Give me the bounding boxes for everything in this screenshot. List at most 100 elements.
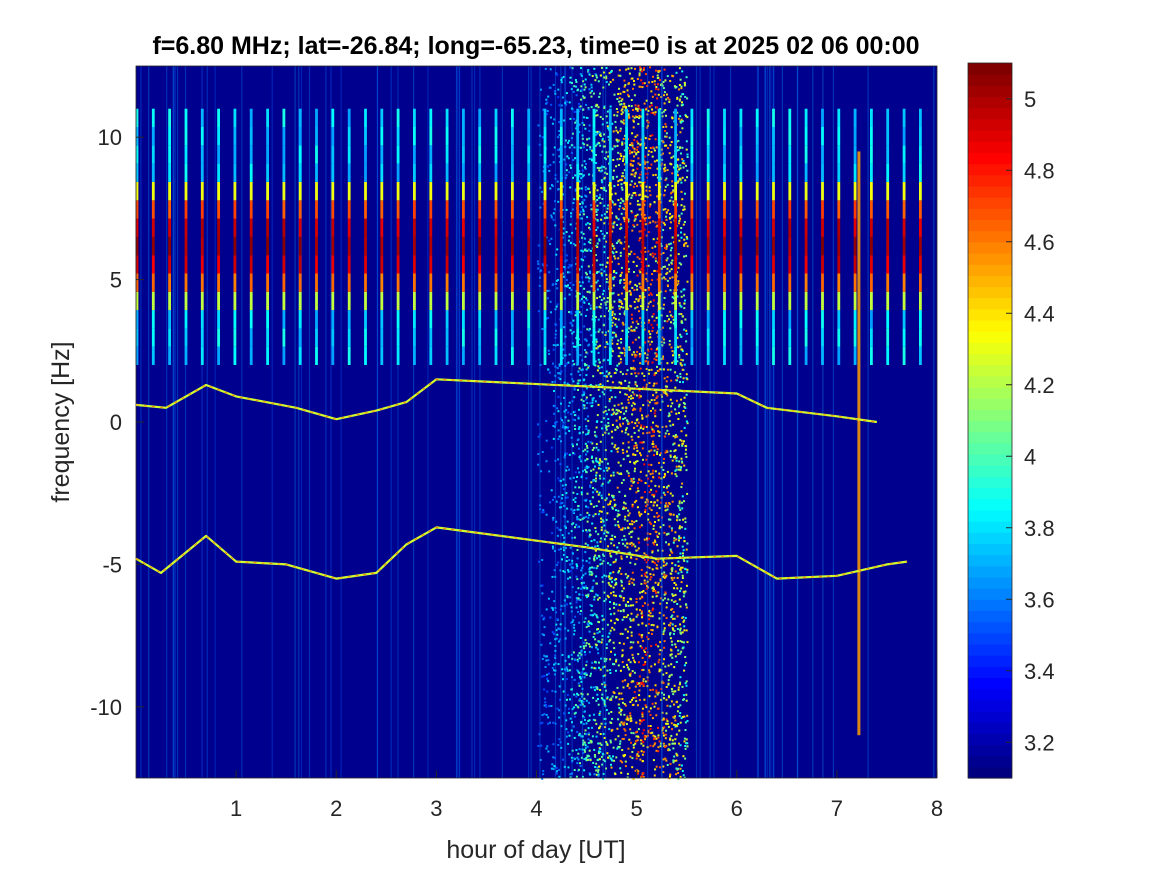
noise-speckle <box>610 592 612 595</box>
noise-speckle <box>646 635 648 638</box>
noise-speckle <box>587 265 590 268</box>
noise-speckle <box>650 463 653 466</box>
noise-speckle <box>658 617 661 620</box>
noise-speckle <box>682 381 684 384</box>
pulse-bar-segment <box>331 200 335 219</box>
noise-speckle <box>647 150 650 153</box>
noise-speckle <box>581 703 584 706</box>
noise-speckle <box>611 243 614 246</box>
noise-speckle <box>606 743 609 746</box>
noise-speckle <box>644 352 646 355</box>
noise-speckle <box>667 682 670 685</box>
noise-speckle <box>601 150 604 153</box>
noise-speckle <box>685 329 688 332</box>
noise-speckle <box>679 120 682 123</box>
noise-speckle <box>559 569 562 572</box>
noise-speckle <box>557 548 560 551</box>
noise-speckle <box>583 393 586 396</box>
noise-speckle <box>631 698 633 701</box>
noise-speckle <box>646 121 649 124</box>
noise-speckle <box>540 643 543 646</box>
noise-speckle <box>662 742 665 745</box>
noise-speckle <box>556 770 558 773</box>
noise-speckle <box>551 545 554 548</box>
noise-streak <box>528 66 530 778</box>
noise-speckle <box>643 67 645 70</box>
noise-speckle <box>678 729 681 732</box>
noise-speckle <box>637 623 640 626</box>
noise-speckle <box>621 108 624 111</box>
noise-speckle <box>581 567 584 569</box>
noise-speckle <box>585 560 588 563</box>
noise-speckle <box>655 397 658 399</box>
noise-speckle <box>566 155 569 158</box>
noise-speckle <box>598 462 601 465</box>
noise-speckle <box>649 333 652 336</box>
pulse-bar-segment <box>249 328 253 347</box>
pulse-bar-segment <box>217 200 220 219</box>
noise-speckle <box>592 375 595 378</box>
noise-speckle <box>568 453 571 456</box>
noise-speckle <box>619 370 622 373</box>
noise-speckle <box>650 323 653 326</box>
noise-speckle <box>642 719 645 721</box>
noise-speckle <box>658 461 660 464</box>
noise-speckle <box>675 468 678 471</box>
noise-speckle <box>654 695 657 698</box>
noise-speckle <box>664 179 667 182</box>
noise-speckle <box>636 424 639 427</box>
noise-speckle <box>613 622 616 625</box>
noise-speckle <box>616 618 619 621</box>
noise-speckle <box>670 527 673 530</box>
noise-speckle <box>584 747 587 750</box>
noise-speckle <box>554 423 557 426</box>
noise-speckle <box>679 363 682 366</box>
noise-speckle <box>585 594 588 597</box>
noise-speckle <box>600 743 603 746</box>
noise-speckle <box>661 277 664 280</box>
noise-speckle <box>664 290 667 293</box>
noise-speckle <box>614 560 617 563</box>
noise-speckle <box>562 553 565 556</box>
noise-streak <box>757 66 759 778</box>
noise-speckle <box>679 381 681 383</box>
noise-streak <box>458 66 460 778</box>
noise-speckle <box>565 728 568 731</box>
noise-speckle <box>565 208 568 211</box>
noise-speckle <box>600 303 602 306</box>
noise-speckle <box>592 579 595 582</box>
noise-speckle <box>620 579 623 582</box>
noise-speckle <box>568 287 571 289</box>
noise-speckle <box>645 234 648 237</box>
noise-speckle <box>611 506 614 509</box>
noise-speckle <box>662 152 664 155</box>
noise-speckle <box>602 166 605 168</box>
noise-speckle <box>615 251 618 253</box>
noise-speckle <box>672 189 675 192</box>
noise-speckle <box>572 510 575 513</box>
pulse-bar-segment <box>184 291 188 311</box>
noise-speckle <box>644 511 647 513</box>
pulse-bar-segment <box>217 346 220 365</box>
noise-speckle <box>568 311 570 314</box>
noise-speckle <box>676 375 679 377</box>
noise-speckle <box>573 633 576 636</box>
pulse-bar-segment <box>298 127 302 146</box>
noise-speckle <box>572 452 575 455</box>
noise-speckle <box>676 615 679 618</box>
noise-speckle <box>560 370 563 373</box>
noise-speckle <box>581 559 584 562</box>
noise-speckle <box>572 319 575 322</box>
pulse-bar-segment <box>249 236 253 256</box>
noise-speckle <box>676 174 679 177</box>
noise-speckle <box>611 717 614 720</box>
noise-speckle <box>592 514 595 517</box>
noise-speckle <box>672 443 675 446</box>
noise-speckle <box>595 195 598 198</box>
noise-speckle <box>664 123 667 126</box>
noise-speckle <box>635 444 638 447</box>
noise-speckle <box>559 502 562 505</box>
noise-speckle <box>599 467 602 470</box>
noise-speckle <box>671 296 674 299</box>
noise-speckle <box>551 689 554 692</box>
